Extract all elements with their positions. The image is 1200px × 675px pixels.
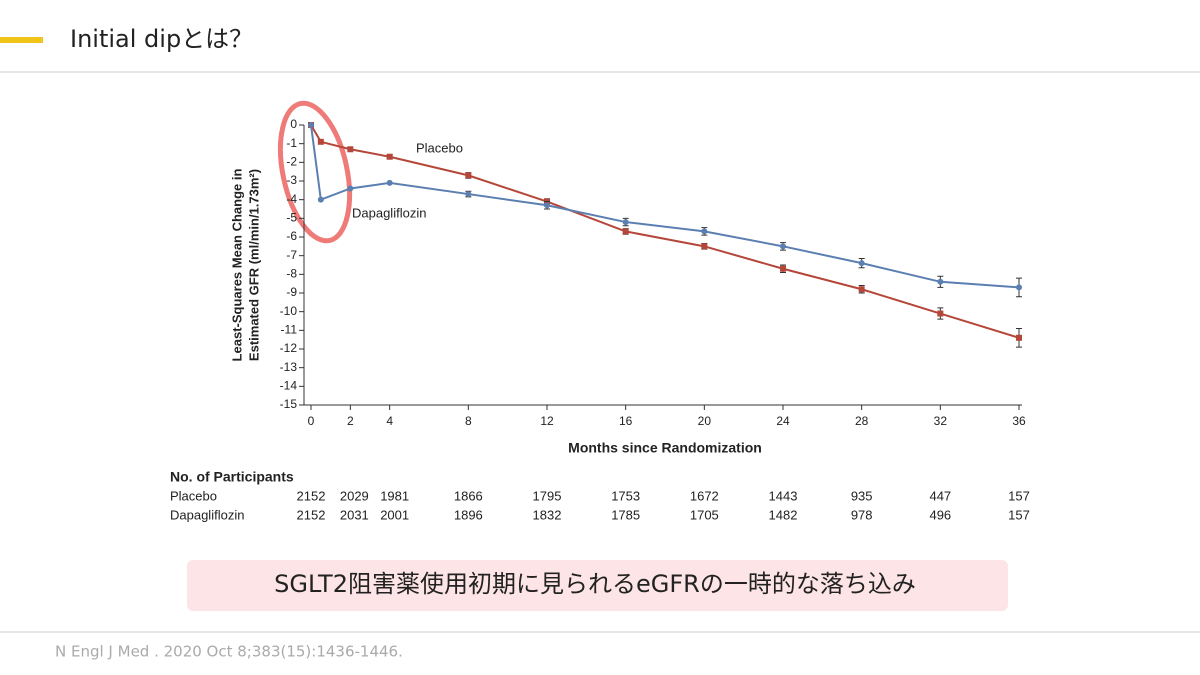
participants-count: 1795 <box>533 488 562 503</box>
y-tick-label: -12 <box>280 341 298 355</box>
participants-row-label: Placebo <box>170 488 217 503</box>
slide-title: Initial dipとは？ <box>70 25 253 53</box>
participants-count: 2029 <box>340 488 369 503</box>
marker <box>858 260 865 267</box>
y-tick-label: -3 <box>286 173 297 187</box>
y-tick-label: -2 <box>286 155 297 169</box>
x-tick-label: 2 <box>347 414 354 428</box>
y-tick-label: -5 <box>286 211 297 225</box>
participants-count: 1482 <box>769 507 798 522</box>
header-accent <box>0 37 43 43</box>
marker <box>465 172 472 179</box>
x-tick-label: 20 <box>698 414 712 428</box>
marker <box>937 278 944 285</box>
marker <box>308 122 314 128</box>
participants-count: 1672 <box>690 488 719 503</box>
citation: N Engl J Med . 2020 Oct 8;383(15):1436-1… <box>55 643 403 661</box>
x-tick-label: 0 <box>308 414 315 428</box>
y-tick-label: -11 <box>281 323 298 337</box>
participants-count: 2001 <box>380 507 409 522</box>
participants-count: 1981 <box>380 488 409 503</box>
x-tick-label: 32 <box>934 414 948 428</box>
marker <box>1016 284 1022 291</box>
x-tick-label: 36 <box>1012 414 1026 428</box>
series-label: Placebo <box>416 140 463 155</box>
marker <box>386 153 393 160</box>
marker <box>386 179 393 186</box>
marker <box>347 185 354 192</box>
y-tick-label: -13 <box>280 360 298 374</box>
participants-count: 2152 <box>297 507 326 522</box>
marker <box>858 286 865 293</box>
highlight-ellipse <box>277 100 353 244</box>
participants-count: 1866 <box>454 488 483 503</box>
y-tick-label: -15 <box>280 397 298 411</box>
x-tick-label: 8 <box>465 414 472 428</box>
marker <box>780 243 786 250</box>
participants-count: 157 <box>1008 488 1030 503</box>
participants-title: No. of Participants <box>170 469 294 485</box>
participants-count: 496 <box>929 507 951 522</box>
marker <box>465 191 472 198</box>
participants-count: 1705 <box>690 507 719 522</box>
y-tick-label: -9 <box>286 285 297 299</box>
y-tick-label: -1 <box>286 136 297 150</box>
y-tick-label: -14 <box>280 379 298 393</box>
y-tick-label: -7 <box>286 248 297 262</box>
participants-count: 2031 <box>340 507 369 522</box>
series-label: Dapagliflozin <box>352 205 426 220</box>
y-axis-label: Least-Squares Mean Change in <box>229 169 244 362</box>
y-axis-label: Estimated GFR (ml/min/1.73m²) <box>246 169 261 361</box>
y-tick-label: -10 <box>280 304 298 318</box>
caption-box <box>187 560 1008 611</box>
marker <box>622 219 629 226</box>
participants-count: 978 <box>851 507 873 522</box>
participants-count: 157 <box>1008 507 1030 522</box>
participants-count: 1896 <box>454 507 483 522</box>
y-tick-label: -8 <box>286 267 297 281</box>
y-tick-label: -4 <box>286 192 297 206</box>
participants-count: 1785 <box>611 507 640 522</box>
participants-count: 1443 <box>769 488 798 503</box>
marker <box>701 243 708 250</box>
participants-count: 447 <box>929 488 951 503</box>
marker <box>544 202 550 209</box>
participants-count: 2152 <box>297 488 326 503</box>
participants-count: 935 <box>851 488 873 503</box>
series-line <box>310 124 1020 289</box>
series-line <box>310 124 1020 339</box>
x-tick-label: 4 <box>386 414 393 428</box>
marker <box>780 265 786 272</box>
marker <box>317 138 324 145</box>
participants-count: 1753 <box>611 488 640 503</box>
marker <box>347 146 354 153</box>
marker <box>622 228 629 235</box>
y-tick-label: 0 <box>290 117 297 131</box>
participants-count: 1832 <box>533 507 562 522</box>
marker <box>1016 334 1022 341</box>
x-tick-label: 16 <box>619 414 633 428</box>
marker <box>701 228 708 235</box>
y-tick-label: -6 <box>286 229 297 243</box>
marker <box>317 196 324 203</box>
caption: SGLT2阻害薬使用初期に見られるeGFRの一時的な落ち込み <box>274 570 916 598</box>
x-tick-label: 12 <box>540 414 554 428</box>
x-tick-label: 24 <box>776 414 790 428</box>
x-axis-label: Months since Randomization <box>568 440 762 456</box>
marker <box>937 310 944 317</box>
x-tick-label: 28 <box>855 414 869 428</box>
participants-row-label: Dapagliflozin <box>170 507 244 522</box>
